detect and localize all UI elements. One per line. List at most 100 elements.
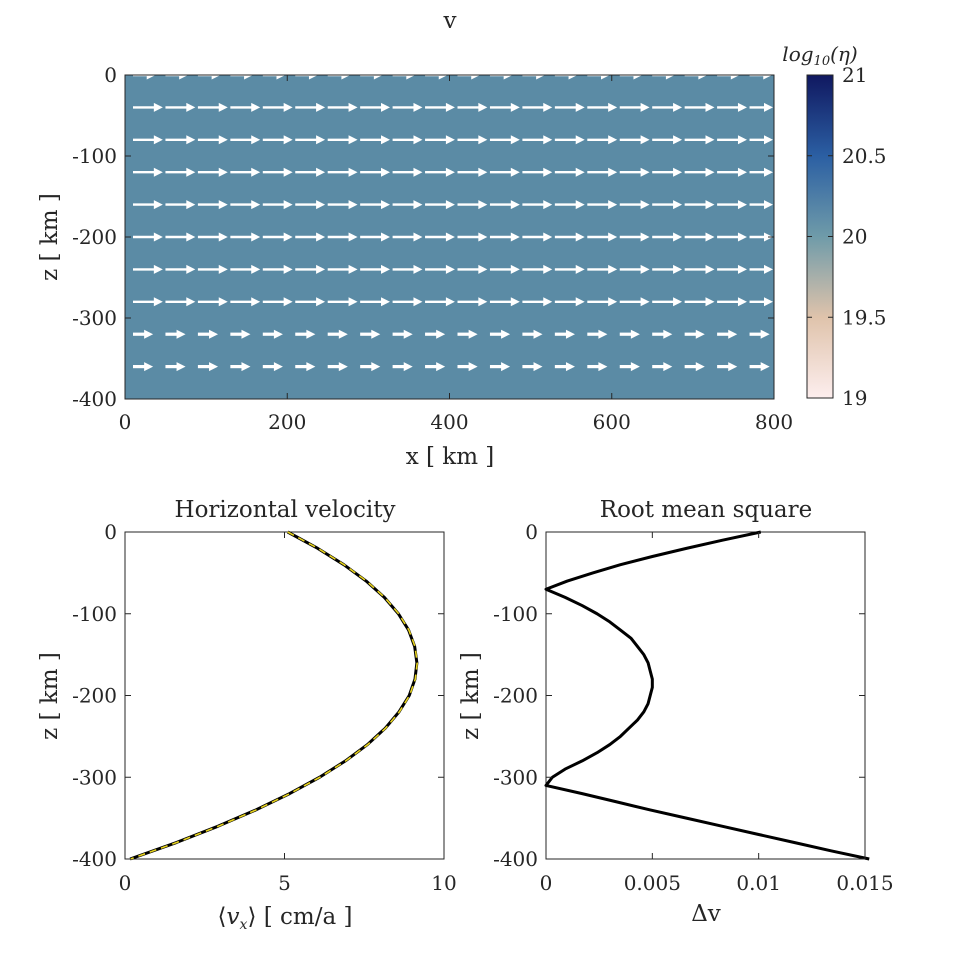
horizontal-velocity-series — [129, 530, 419, 861]
velocity-arrow-head — [510, 200, 520, 210]
velocity-arrow-head — [186, 102, 196, 112]
velocity-arrow-head — [283, 200, 293, 210]
colorbar: log10(η) 21 20.5 20 19.5 19 — [782, 42, 886, 410]
velocity-arrow-head — [608, 167, 618, 177]
x-tick-label: 5 — [278, 871, 291, 895]
horizontal-velocity-panel: Horizontal velocity 0 -100 -200 -300 -400 0 5… — [37, 497, 457, 933]
velocity-arrow-head — [283, 232, 293, 242]
velocity-arrow-head — [413, 297, 423, 307]
velocity-arrow-head — [764, 167, 773, 177]
velocity-arrow-head — [413, 200, 423, 210]
velocity-arrow-head — [403, 362, 413, 372]
velocity-arrow-head — [241, 362, 251, 372]
x-tick-label: 600 — [593, 410, 631, 434]
y-tick-label: 0 — [525, 520, 538, 544]
velocity-arrow-head — [705, 264, 715, 274]
y-tick-label: -200 — [493, 684, 538, 708]
root-mean-square-plot-area — [545, 531, 866, 860]
velocity-arrow-head — [209, 329, 219, 339]
velocity-arrow-head — [153, 167, 163, 177]
velocity-arrow-head — [436, 362, 446, 372]
velocity-arrow-head — [445, 102, 455, 112]
velocity-arrow-head — [510, 297, 520, 307]
velocity-arrow-head — [381, 200, 391, 210]
velocity-arrow-head — [381, 297, 391, 307]
velocity-arrow-head — [316, 264, 326, 274]
arrow-row — [133, 329, 770, 339]
velocity-arrow-head — [445, 264, 455, 274]
colorbar-ticks: 21 20.5 20 19.5 19 — [807, 63, 887, 410]
velocity-arrow-head — [640, 167, 650, 177]
velocity-arrow-head — [478, 102, 488, 112]
y-tick-label: -100 — [72, 144, 117, 168]
velocity-arrow-head — [737, 200, 747, 210]
series-line-dashed — [130, 531, 418, 860]
velocity-arrow-head — [673, 135, 683, 145]
velocity-arrow-head — [478, 167, 488, 177]
x-tick-label: 0 — [119, 871, 132, 895]
velocity-arrow-head — [705, 102, 715, 112]
velocity-arrow-head — [543, 102, 553, 112]
velocity-arrow-head — [705, 200, 715, 210]
velocity-arrow-head — [153, 297, 163, 307]
velocity-arrow-head — [533, 362, 543, 372]
velocity-arrow-head — [218, 167, 228, 177]
velocity-arrow-head — [381, 102, 391, 112]
velocity-arrow-head — [186, 200, 196, 210]
velocity-arrow-head — [663, 329, 673, 339]
velocity-arrow-head — [705, 297, 715, 307]
velocity-arrow-head — [348, 135, 358, 145]
velocity-arrow-head — [543, 135, 553, 145]
velocity-arrow-head — [306, 362, 316, 372]
colorbar-tick-label: 21 — [842, 63, 867, 87]
velocity-arrow-head — [478, 297, 488, 307]
velocity-arrow-head — [543, 264, 553, 274]
velocity-arrow-head — [144, 329, 154, 339]
velocity-arrow-head — [543, 297, 553, 307]
x-tick-label: 800 — [755, 410, 793, 434]
velocity-arrow-head — [705, 232, 715, 242]
arrow-row — [133, 362, 770, 372]
colorbar-tick-label: 20.5 — [842, 144, 887, 168]
x-tick-label: 0.01 — [736, 871, 781, 895]
velocity-arrow-head — [543, 200, 553, 210]
velocity-arrow-head — [348, 167, 358, 177]
x-tick-label: 0.005 — [624, 871, 681, 895]
x-tick-label: 0 — [119, 410, 132, 434]
velocity-field-x-axis-label: x [ km ] — [406, 444, 495, 470]
x-tick-label: 0.015 — [836, 871, 893, 895]
velocity-arrow-head — [598, 329, 608, 339]
colorbar-tick-label: 19.5 — [842, 305, 887, 329]
velocity-arrow-head — [510, 264, 520, 274]
velocity-arrow-head — [640, 297, 650, 307]
velocity-arrow-head — [575, 135, 585, 145]
velocity-arrow-head — [640, 232, 650, 242]
velocity-arrow-head — [575, 167, 585, 177]
velocity-field-panel: v 0 -100 -200 -300 -400 0 200 400 600 800 x [ km… — [37, 8, 793, 470]
velocity-arrow-head — [608, 264, 618, 274]
velocity-field-x-ticks: 0 200 400 600 800 — [119, 75, 793, 434]
velocity-arrow-head — [316, 102, 326, 112]
velocity-arrow-head — [186, 167, 196, 177]
velocity-arrow-head — [316, 232, 326, 242]
y-tick-label: -400 — [72, 387, 117, 411]
velocity-arrow-head — [565, 329, 575, 339]
series-line — [544, 530, 870, 861]
velocity-arrow-head — [153, 102, 163, 112]
velocity-arrow-head — [218, 264, 228, 274]
velocity-arrow-head — [575, 264, 585, 274]
colorbar-label: log10(η) — [782, 42, 857, 69]
velocity-arrow-head — [445, 200, 455, 210]
velocity-arrow-head — [543, 232, 553, 242]
velocity-arrow-head — [251, 232, 261, 242]
velocity-arrow-head — [598, 362, 608, 372]
arrow-row — [133, 102, 773, 112]
velocity-arrow-head — [640, 264, 650, 274]
velocity-arrow-head — [283, 264, 293, 274]
velocity-arrow-head — [737, 167, 747, 177]
root-mean-square-x-axis-label: Δv — [691, 901, 721, 927]
velocity-arrow-head — [381, 232, 391, 242]
velocity-arrow-head — [478, 135, 488, 145]
velocity-field-title: v — [443, 8, 457, 34]
